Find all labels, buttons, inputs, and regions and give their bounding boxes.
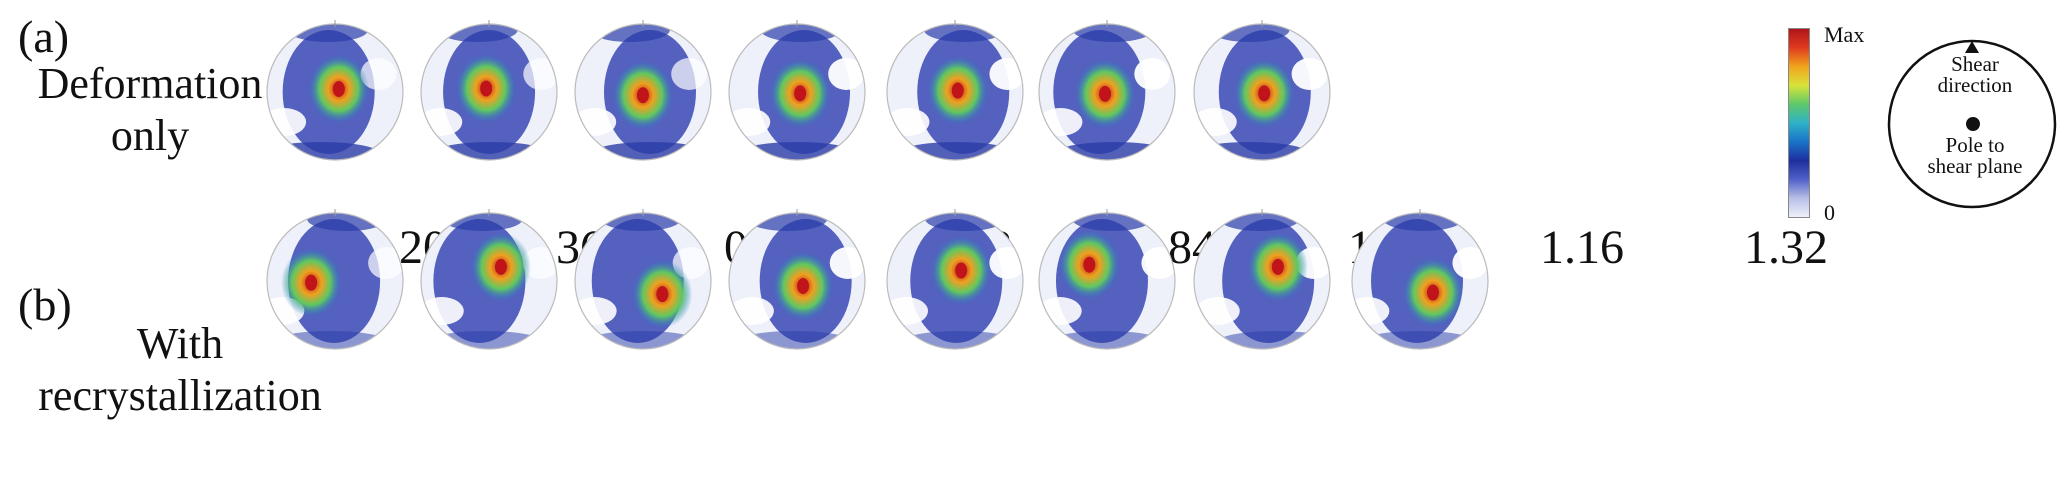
row-title-b-line1: With [136,319,224,368]
gamma-value: 1.32 [1744,221,1828,274]
row-title-a-line1: Deformation [37,59,263,108]
colorbar-min-label: 0 [1824,200,1835,225]
pole-figure [574,209,712,350]
legend-shear-direction: Shear direction [1900,54,2050,96]
row-title-b-line2: recrystallization [38,370,322,420]
colorbar [1788,28,1810,218]
pole-figure [886,20,1024,161]
pole-figure [728,20,866,161]
pole-figure [574,20,712,161]
gamma-value: 1.16 [1540,221,1624,274]
row-title-a-line2: only [110,110,190,160]
pole-figure [728,209,866,350]
pole-figure [1193,20,1331,161]
panel-label-b: (b) [18,279,72,330]
pole-dot-icon [1966,117,1980,131]
legend-shear-line1: Shear [1951,52,1999,76]
row-title-a: Deformation only [30,58,270,162]
pole-figure [266,209,404,350]
legend-pole-line1: Pole to [1945,133,2005,157]
orientation-legend [1887,39,2057,209]
pole-figure [266,20,404,161]
pole-figure [1193,209,1331,350]
legend-pole: Pole to shear plane [1900,135,2050,177]
pole-figure [420,20,558,161]
colorbar-max-label: Max [1824,22,1865,47]
pole-figure [1038,209,1176,350]
pole-figure [420,209,558,350]
pole-figures-row-b [266,209,1489,350]
pole-figure [1038,20,1176,161]
row-title-b: With recrystallization [10,318,350,422]
shear-direction-arrow-icon [1965,41,1979,53]
legend-shear-line2: direction [1937,73,2013,97]
colorbar-gradient [1788,28,1810,218]
legend-pole-line2: shear plane [1927,154,2023,178]
panel-label-a: (a) [18,11,70,62]
pole-figures-row-a [266,20,1331,161]
pole-figure [886,209,1024,350]
pole-figure [1351,209,1489,350]
